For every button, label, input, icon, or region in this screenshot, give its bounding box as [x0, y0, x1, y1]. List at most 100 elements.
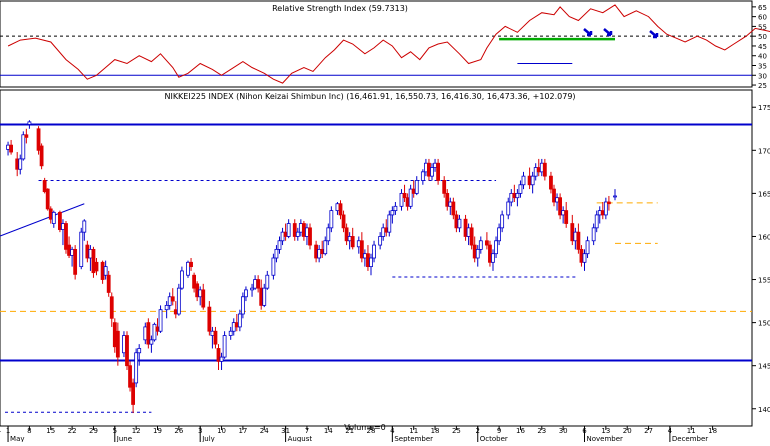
candle-up	[509, 192, 514, 203]
candle-down	[344, 227, 349, 242]
candle-up	[210, 330, 215, 336]
date-tick-label: 24	[260, 427, 269, 435]
candle-up	[478, 240, 483, 250]
candle-up	[539, 162, 544, 173]
date-tick-label: 29	[89, 427, 98, 435]
candle-up	[70, 248, 74, 256]
candle-up	[164, 304, 169, 311]
candle-down	[472, 244, 477, 259]
candle-down	[15, 158, 20, 170]
candle-up	[515, 192, 520, 199]
candle-down	[320, 248, 325, 255]
candle-down	[213, 330, 218, 345]
candle-down	[201, 289, 206, 308]
price-tick-label: 15500	[758, 277, 770, 285]
candle-up	[423, 162, 428, 173]
date-tick-label: 28	[367, 427, 376, 435]
candle-up	[88, 248, 93, 259]
candle-up	[167, 296, 172, 306]
candle-up	[237, 313, 242, 328]
month-label: October	[480, 435, 508, 442]
date-tick-label: 26	[174, 427, 183, 435]
candle-down	[85, 244, 90, 259]
candle-up	[152, 323, 157, 341]
candle-down	[576, 231, 581, 250]
candle-down	[73, 248, 78, 275]
candle-up	[597, 210, 602, 216]
price-tick-label: 14500	[758, 363, 770, 371]
candle-up	[521, 175, 526, 186]
candle-up	[280, 231, 285, 242]
candle-up	[414, 180, 419, 194]
candle-up	[561, 210, 566, 216]
candle-down	[36, 128, 41, 151]
candle-up	[274, 248, 279, 259]
candle-down	[463, 218, 468, 237]
candle-down	[484, 240, 489, 246]
date-tick-label: 10	[217, 427, 226, 435]
rsi-tick-label: 40	[758, 53, 767, 61]
candle-up	[27, 121, 32, 125]
candle-up	[475, 248, 480, 259]
candle-up	[179, 270, 184, 289]
month-label: June	[116, 435, 132, 442]
candle-down	[549, 175, 553, 190]
price-tick-label: 16000	[758, 233, 770, 241]
price-tick-label: 14000	[758, 406, 770, 414]
candle-down	[292, 223, 297, 237]
candle-up	[372, 244, 376, 259]
date-tick-label: 16	[516, 427, 525, 435]
month-label: July	[201, 435, 215, 442]
candle-down	[350, 236, 355, 248]
candle-up	[494, 240, 498, 255]
candle-up	[585, 240, 590, 255]
candle-up	[335, 203, 340, 212]
date-tick-label: 17	[238, 427, 247, 435]
candle-down	[283, 231, 288, 237]
price-tick-label: 17500	[758, 104, 770, 112]
candle-up	[244, 289, 248, 298]
candle-up	[137, 348, 142, 354]
candle-up	[378, 236, 383, 246]
candle-up	[198, 289, 203, 298]
candle-up	[18, 158, 23, 170]
date-tick-label: 11	[409, 427, 418, 435]
candle-down	[109, 296, 114, 319]
candle-up	[186, 261, 190, 276]
candle-up	[21, 134, 26, 160]
candle-down	[469, 227, 474, 246]
candle-up	[277, 240, 282, 250]
candle-down	[552, 188, 556, 203]
candle-up	[253, 279, 258, 289]
candle-up	[457, 218, 462, 229]
candle-up	[51, 211, 56, 224]
candle-down	[527, 175, 532, 186]
candle-up	[555, 197, 559, 203]
candle-up	[506, 201, 511, 216]
candle-up	[497, 227, 502, 242]
candle-up	[228, 330, 233, 336]
date-tick-label: 14	[324, 427, 333, 435]
candle-up	[271, 257, 276, 276]
candle-down	[58, 211, 62, 230]
rsi-reference-lines	[0, 35, 752, 76]
candle-up	[143, 326, 148, 341]
candle-down	[131, 382, 136, 405]
candle-down	[314, 244, 319, 259]
candle-up	[149, 339, 154, 345]
candle-up	[79, 231, 84, 268]
date-tick-label: 22	[68, 427, 77, 435]
candle-up	[317, 248, 322, 259]
date-tick-label: 8	[27, 427, 31, 435]
candle-down	[579, 248, 584, 263]
date-tick-label: 13	[601, 427, 610, 435]
candle-up	[222, 335, 227, 358]
candle-up	[356, 240, 361, 248]
month-label: May	[10, 435, 24, 442]
rsi-tick-label: 65	[758, 4, 767, 12]
candle-up	[500, 214, 505, 229]
candle-up	[466, 227, 471, 237]
candle-down	[536, 167, 541, 173]
candle-up	[176, 287, 181, 315]
